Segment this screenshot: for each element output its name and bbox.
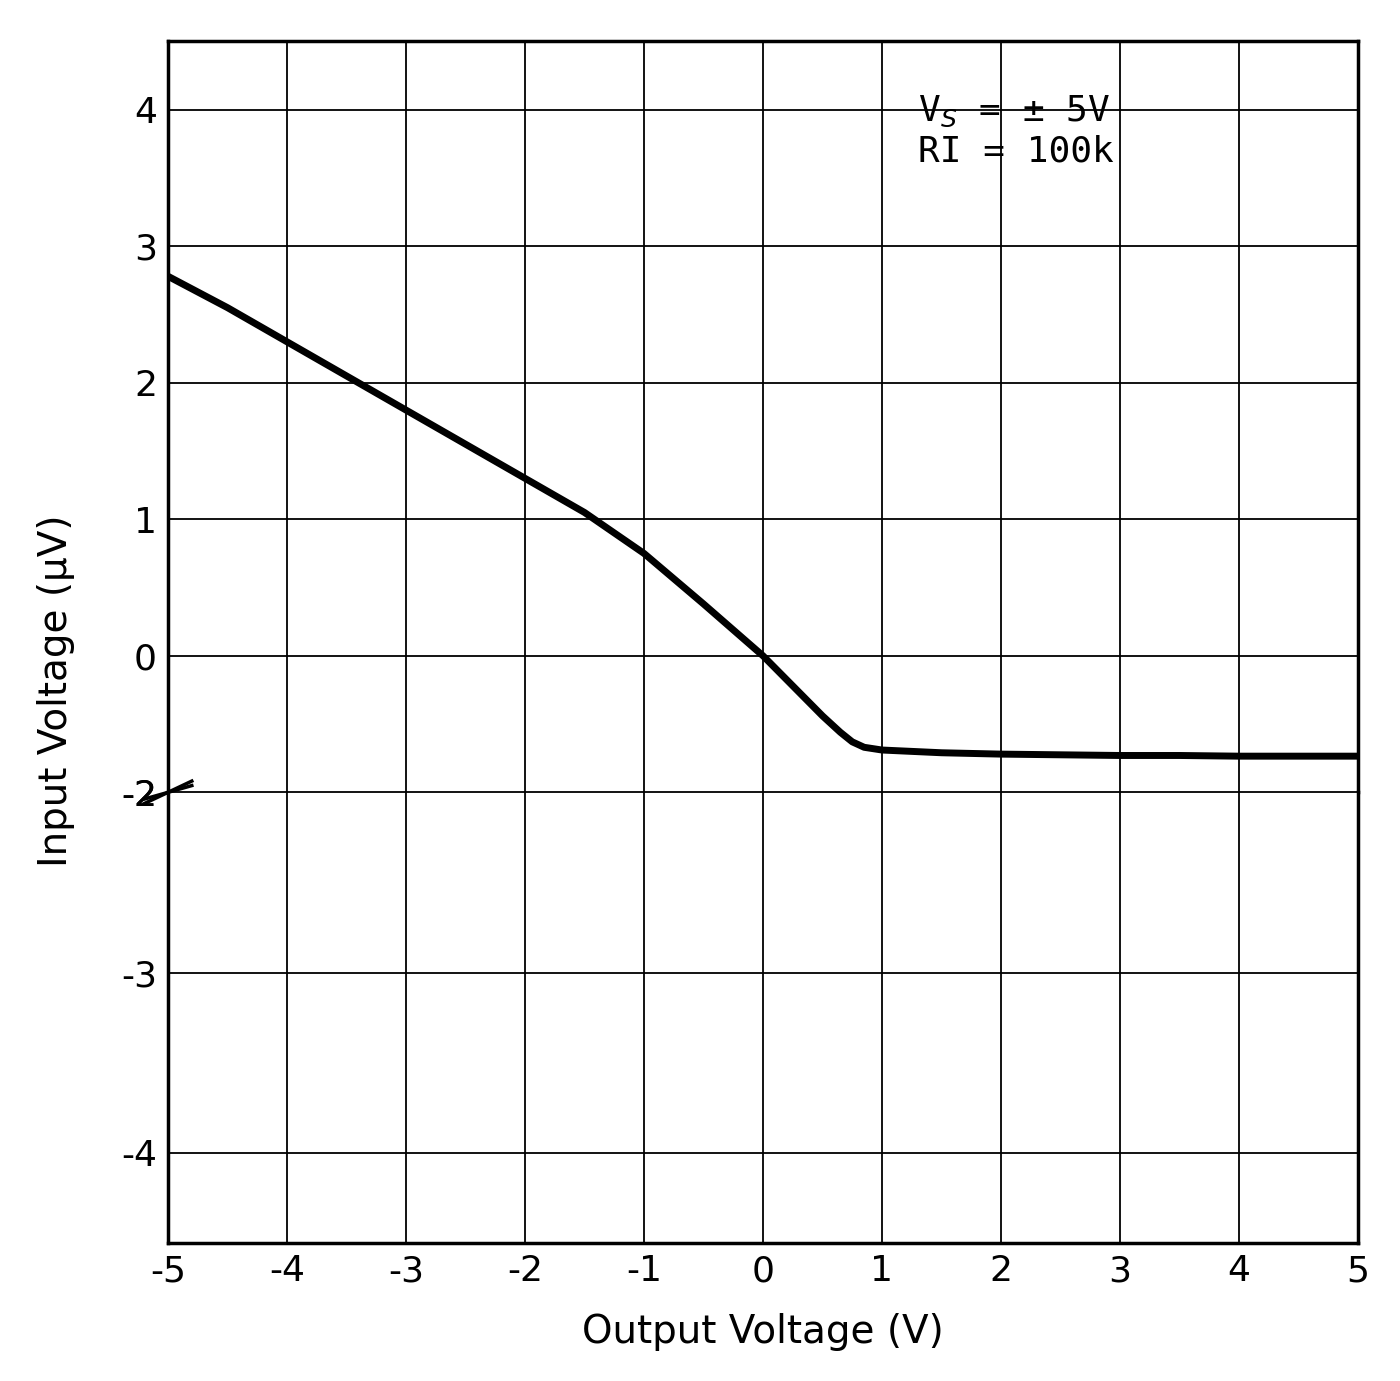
- Text: V$_S$ = ± 5V
RI = 100k: V$_S$ = ± 5V RI = 100k: [918, 94, 1113, 168]
- X-axis label: Output Voltage (V): Output Voltage (V): [582, 1313, 944, 1351]
- Text: Input Voltage (μV): Input Voltage (μV): [36, 514, 76, 867]
